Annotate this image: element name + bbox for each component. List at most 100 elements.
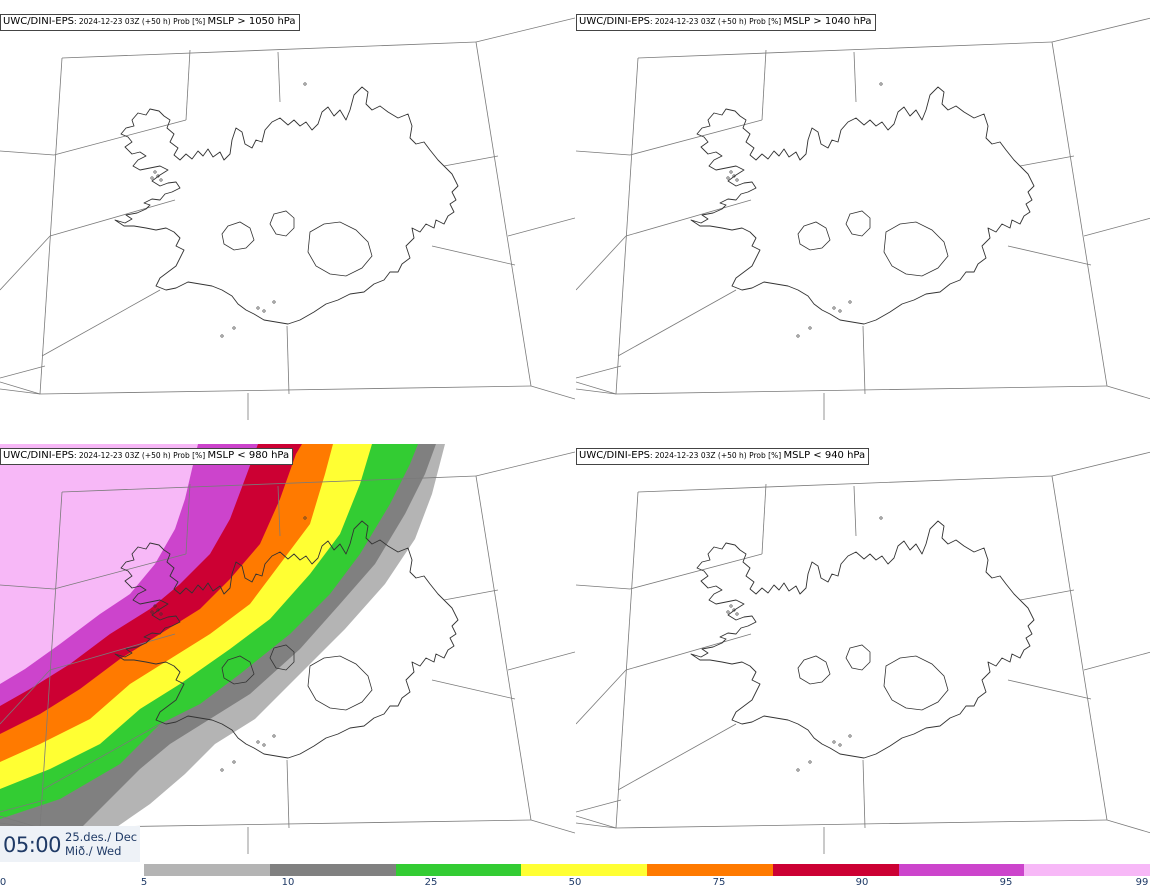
grid-line xyxy=(576,388,617,395)
grid-line xyxy=(61,41,477,59)
island-dot xyxy=(153,170,157,174)
colorbar-segment xyxy=(898,864,1025,876)
island-dot xyxy=(796,334,800,338)
grid-line xyxy=(49,633,176,671)
grid-line xyxy=(0,388,41,395)
model-name: UWC/DINI-EPS xyxy=(3,16,74,27)
grid-line xyxy=(0,365,46,379)
grid-line xyxy=(431,245,516,266)
model-name: UWC/DINI-EPS xyxy=(579,450,650,461)
island-dot xyxy=(879,516,883,520)
island-dot xyxy=(848,300,852,304)
grid-line xyxy=(475,17,575,43)
island-dot xyxy=(303,516,307,520)
grid-line xyxy=(1106,385,1150,400)
run-info: : 2024-12-23 03Z (+50 h) Prob [%] xyxy=(73,17,208,26)
island-dot xyxy=(729,604,733,608)
island-dot xyxy=(232,326,236,330)
grid-line xyxy=(277,51,281,103)
grid-line xyxy=(61,475,477,493)
map-panel-mslp-lt-980: UWC/DINI-EPS: 2024-12-23 03Z (+50 h) Pro… xyxy=(0,444,575,864)
grid-line xyxy=(39,491,63,829)
model-name: UWC/DINI-EPS xyxy=(579,16,650,27)
colorbar-segment xyxy=(144,864,270,876)
grid-line xyxy=(576,822,617,829)
map-panel-mslp-gt-1040: UWC/DINI-EPS: 2024-12-23 03Z (+50 h) Pro… xyxy=(576,10,1150,430)
grid-line xyxy=(53,119,187,156)
grid-line xyxy=(1106,819,1150,834)
grid-line xyxy=(853,51,857,103)
grid-line xyxy=(617,289,737,357)
probability-colorbar xyxy=(144,864,1150,876)
glacier-outline xyxy=(269,644,295,671)
grid-line xyxy=(41,723,161,791)
iceland-map xyxy=(0,17,575,420)
grid-line xyxy=(0,669,51,725)
valid-date-line1: 25.des./ Dec xyxy=(65,830,138,844)
grid-line xyxy=(1051,41,1108,387)
island-dot xyxy=(879,82,883,86)
grid-line xyxy=(853,485,857,537)
island-dot xyxy=(732,608,736,612)
valid-time: 05:00 xyxy=(3,833,62,857)
grid-line xyxy=(576,150,631,156)
prob-band-clear xyxy=(0,444,575,864)
island-dot xyxy=(832,740,836,744)
grid-line xyxy=(615,491,639,829)
colorbar-tick-label: 95 xyxy=(999,877,1013,888)
iceland-coastline xyxy=(690,86,1035,325)
field-name: MSLP < 940 hPa xyxy=(783,450,866,461)
grid-line xyxy=(443,155,499,167)
island-dot xyxy=(156,608,160,612)
field-name: MSLP > 1050 hPa xyxy=(207,16,296,27)
grid-line xyxy=(1019,155,1075,167)
colorbar-tick-label: 25 xyxy=(424,877,438,888)
valid-time-box: 05:00 25.des./ Dec Mið./ Wed xyxy=(0,826,140,862)
grid-line xyxy=(507,217,575,237)
grid-line xyxy=(862,759,866,829)
island-dot xyxy=(735,612,739,616)
island-dot xyxy=(159,612,163,616)
glacier-outline xyxy=(845,210,871,237)
grid-line xyxy=(637,41,1053,59)
grid-line xyxy=(1051,17,1150,43)
island-dot xyxy=(848,734,852,738)
grid-line xyxy=(576,381,617,395)
colorbar-tick-label: 50 xyxy=(568,877,582,888)
glacier-outline xyxy=(797,221,831,251)
island-dot xyxy=(220,334,224,338)
iceland-map xyxy=(0,444,575,864)
run-info: : 2024-12-23 03Z (+50 h) Prob [%] xyxy=(649,17,784,26)
grid-line xyxy=(576,799,622,813)
glacier-outline xyxy=(221,221,255,251)
island-dot xyxy=(303,82,307,86)
grid-line xyxy=(39,57,63,395)
colorbar-segment xyxy=(521,864,647,876)
glacier-outline xyxy=(269,210,295,237)
grid-line xyxy=(1051,475,1108,821)
grid-line xyxy=(615,819,1108,829)
island-dot xyxy=(256,740,260,744)
iceland-coastline xyxy=(114,520,459,759)
colorbar-segment xyxy=(395,864,522,876)
island-dot xyxy=(838,743,842,747)
island-dot xyxy=(808,326,812,330)
grid-line xyxy=(862,325,866,395)
grid-line xyxy=(0,381,41,395)
grid-line xyxy=(53,553,187,590)
grid-line xyxy=(761,49,767,121)
panel-title: UWC/DINI-EPS: 2024-12-23 03Z (+50 h) Pro… xyxy=(576,14,876,31)
glacier-outline xyxy=(307,655,373,711)
glacier-outline xyxy=(221,655,255,685)
grid-line xyxy=(49,199,176,237)
island-dot xyxy=(256,306,260,310)
grid-line xyxy=(1051,451,1150,477)
island-dot xyxy=(729,170,733,174)
island-dot xyxy=(262,743,266,747)
panel-title: UWC/DINI-EPS: 2024-12-23 03Z (+50 h) Pro… xyxy=(0,448,294,465)
grid-line xyxy=(576,584,631,590)
grid-line xyxy=(0,150,55,156)
grid-line xyxy=(39,385,532,395)
grid-line xyxy=(475,475,532,821)
grid-line xyxy=(1007,679,1092,700)
